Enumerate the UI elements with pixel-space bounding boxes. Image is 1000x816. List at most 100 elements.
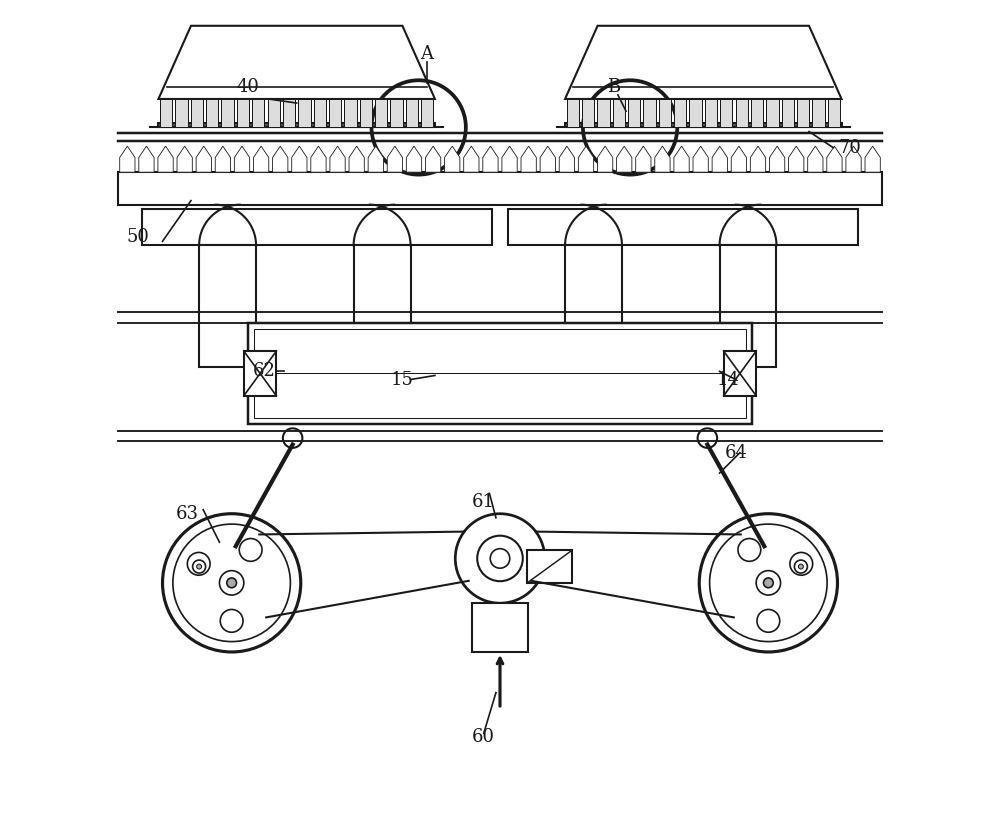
Polygon shape bbox=[349, 146, 364, 172]
Polygon shape bbox=[158, 26, 435, 99]
Text: 15: 15 bbox=[391, 370, 414, 388]
Polygon shape bbox=[360, 99, 372, 127]
Polygon shape bbox=[191, 99, 203, 127]
Polygon shape bbox=[464, 146, 479, 172]
Polygon shape bbox=[252, 99, 264, 127]
Bar bbox=[565, 246, 622, 367]
Polygon shape bbox=[828, 99, 840, 127]
Polygon shape bbox=[139, 146, 154, 172]
Text: 60: 60 bbox=[472, 729, 495, 747]
Polygon shape bbox=[344, 99, 357, 127]
Polygon shape bbox=[425, 146, 441, 172]
Bar bbox=[118, 172, 882, 205]
Text: 14: 14 bbox=[716, 370, 739, 388]
Polygon shape bbox=[120, 146, 135, 172]
Text: 62: 62 bbox=[253, 362, 276, 380]
Polygon shape bbox=[283, 99, 295, 127]
Polygon shape bbox=[206, 99, 218, 127]
Bar bbox=[244, 351, 276, 396]
Polygon shape bbox=[221, 99, 234, 127]
Polygon shape bbox=[329, 99, 341, 127]
Polygon shape bbox=[617, 146, 632, 172]
Polygon shape bbox=[636, 146, 651, 172]
Polygon shape bbox=[628, 99, 640, 127]
Polygon shape bbox=[674, 146, 689, 172]
Polygon shape bbox=[521, 146, 536, 172]
Text: 40: 40 bbox=[236, 78, 259, 95]
Polygon shape bbox=[578, 146, 594, 172]
Polygon shape bbox=[797, 99, 809, 127]
Polygon shape bbox=[565, 26, 842, 99]
Circle shape bbox=[197, 564, 202, 569]
Polygon shape bbox=[712, 146, 727, 172]
Bar bbox=[724, 351, 756, 396]
Polygon shape bbox=[659, 99, 671, 127]
Bar bbox=[142, 209, 492, 246]
Polygon shape bbox=[812, 99, 825, 127]
Polygon shape bbox=[597, 146, 613, 172]
Circle shape bbox=[763, 578, 773, 588]
Polygon shape bbox=[827, 146, 842, 172]
Polygon shape bbox=[253, 146, 269, 172]
Polygon shape bbox=[731, 146, 747, 172]
Text: 63: 63 bbox=[175, 505, 198, 523]
Text: A: A bbox=[420, 45, 433, 64]
Bar bbox=[720, 246, 776, 367]
Polygon shape bbox=[766, 99, 779, 127]
Polygon shape bbox=[368, 146, 383, 172]
Polygon shape bbox=[750, 146, 766, 172]
Polygon shape bbox=[406, 146, 422, 172]
Bar bbox=[354, 246, 411, 367]
Polygon shape bbox=[406, 99, 418, 127]
Polygon shape bbox=[273, 146, 288, 172]
Polygon shape bbox=[705, 99, 717, 127]
Bar bbox=[158, 123, 435, 127]
Text: B: B bbox=[607, 78, 620, 95]
Circle shape bbox=[490, 548, 510, 568]
Polygon shape bbox=[483, 146, 498, 172]
Polygon shape bbox=[782, 99, 794, 127]
Polygon shape bbox=[597, 99, 610, 127]
Polygon shape bbox=[559, 146, 575, 172]
Bar bbox=[508, 209, 858, 246]
Polygon shape bbox=[751, 99, 763, 127]
Polygon shape bbox=[789, 146, 804, 172]
Polygon shape bbox=[582, 99, 594, 127]
Polygon shape bbox=[720, 99, 732, 127]
Text: 61: 61 bbox=[472, 493, 495, 511]
Text: 70: 70 bbox=[838, 139, 861, 157]
Polygon shape bbox=[736, 99, 748, 127]
Polygon shape bbox=[268, 99, 280, 127]
Polygon shape bbox=[314, 99, 326, 127]
Polygon shape bbox=[674, 99, 686, 127]
Polygon shape bbox=[237, 99, 249, 127]
Polygon shape bbox=[387, 146, 403, 172]
Polygon shape bbox=[540, 146, 555, 172]
Polygon shape bbox=[177, 146, 192, 172]
Polygon shape bbox=[234, 146, 250, 172]
Polygon shape bbox=[421, 99, 433, 127]
Polygon shape bbox=[769, 146, 785, 172]
Polygon shape bbox=[196, 146, 211, 172]
Polygon shape bbox=[502, 146, 517, 172]
Bar bbox=[199, 246, 256, 367]
Polygon shape bbox=[390, 99, 403, 127]
Polygon shape bbox=[375, 99, 387, 127]
Text: 64: 64 bbox=[724, 444, 747, 462]
Polygon shape bbox=[865, 146, 880, 172]
Polygon shape bbox=[215, 146, 231, 172]
Bar bbox=[565, 123, 842, 127]
Polygon shape bbox=[292, 146, 307, 172]
Polygon shape bbox=[693, 146, 708, 172]
Bar bbox=[254, 329, 746, 418]
Bar bbox=[472, 603, 528, 652]
Polygon shape bbox=[330, 146, 345, 172]
Polygon shape bbox=[613, 99, 625, 127]
Circle shape bbox=[798, 564, 803, 569]
Polygon shape bbox=[298, 99, 311, 127]
Polygon shape bbox=[655, 146, 670, 172]
Polygon shape bbox=[567, 99, 579, 127]
Polygon shape bbox=[689, 99, 702, 127]
Polygon shape bbox=[808, 146, 823, 172]
Bar bbox=[527, 550, 572, 583]
